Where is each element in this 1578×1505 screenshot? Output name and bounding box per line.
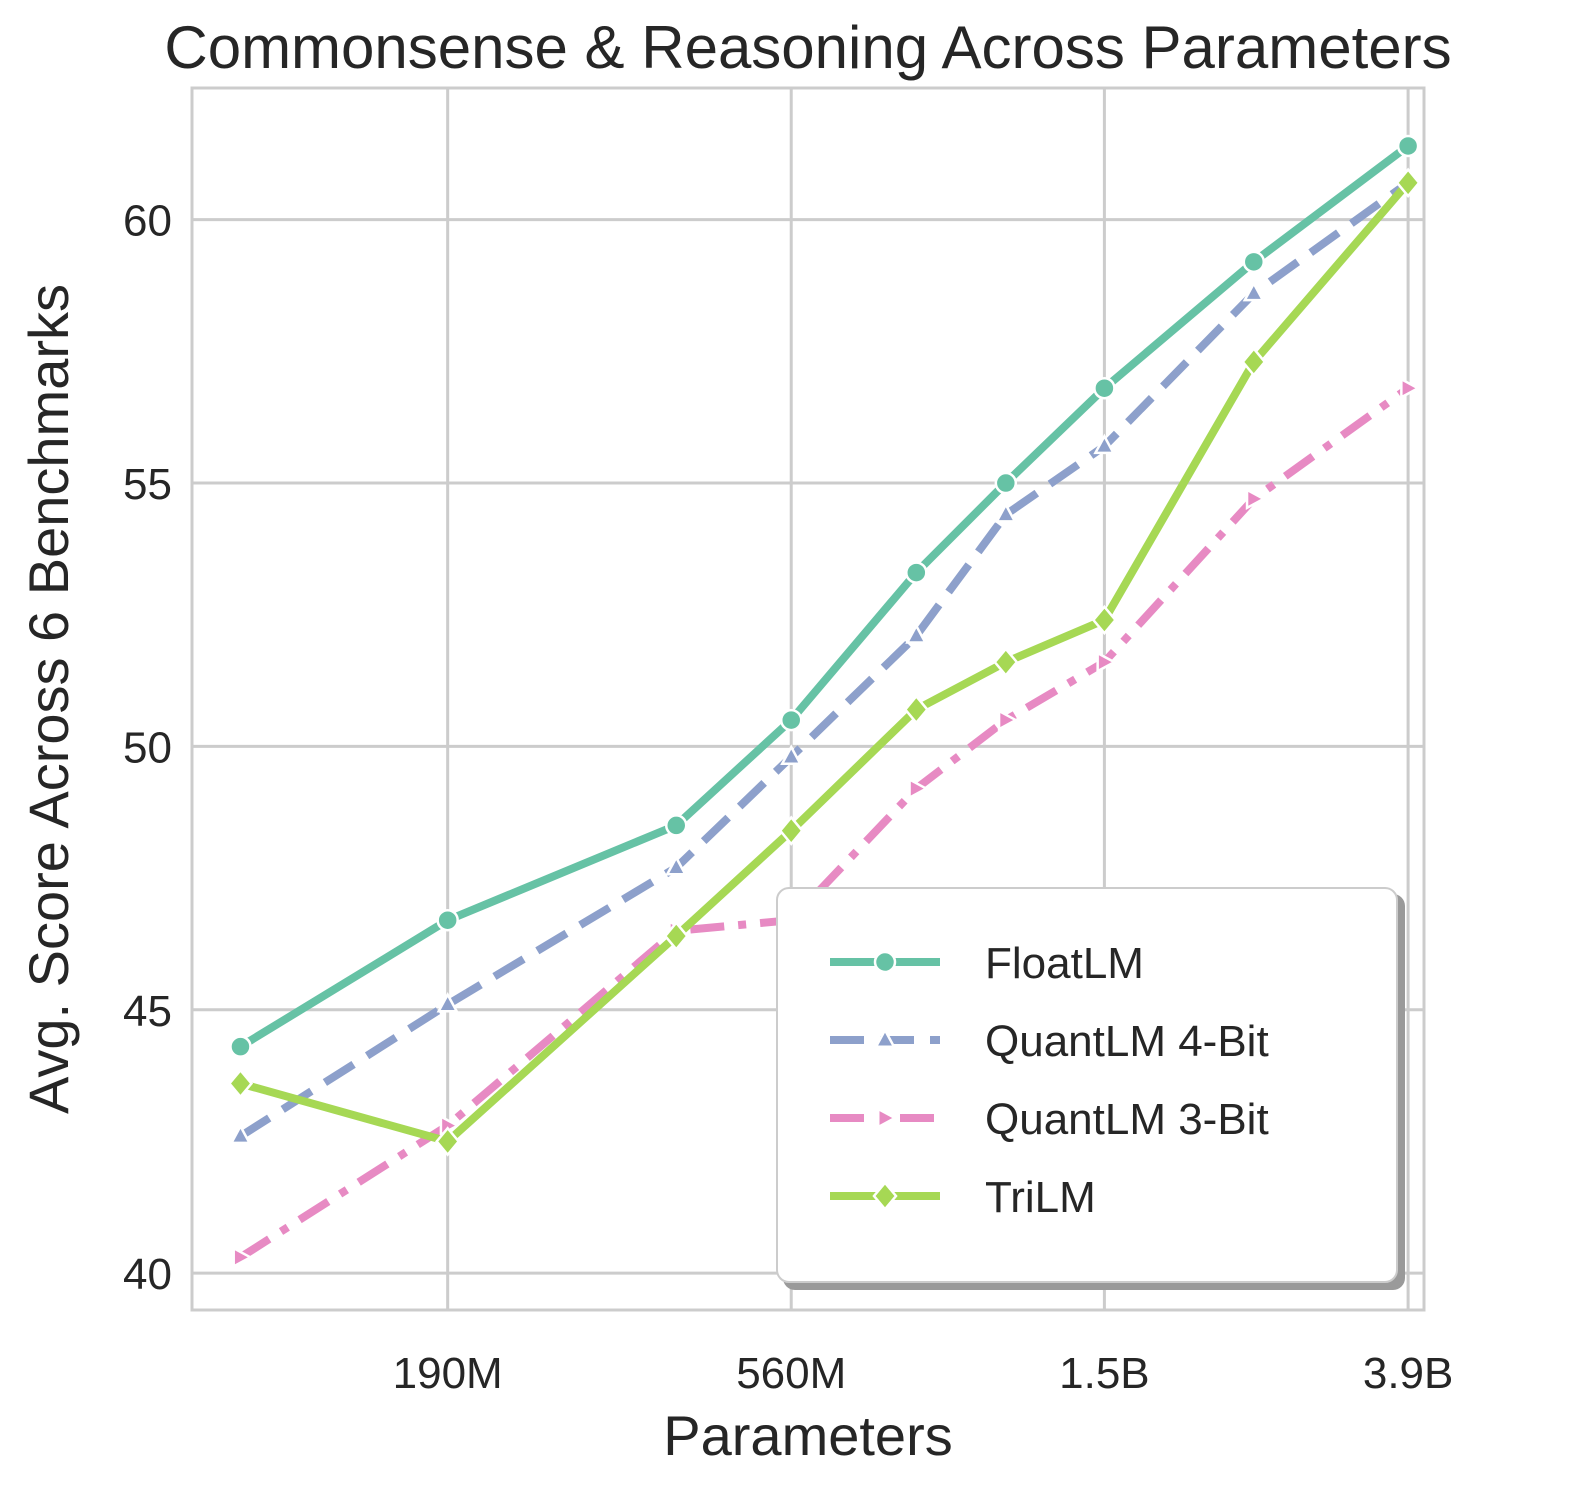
y-tick-label: 45: [123, 987, 172, 1036]
legend-items: FloatLM QuantLM 4-Bit QuantLM 3-Bit TriLM: [830, 939, 1269, 1222]
data-point: [435, 1126, 461, 1157]
data-point: [1096, 651, 1117, 674]
data-point: [994, 502, 1017, 523]
legend-item-floatlm: FloatLM: [830, 939, 1144, 988]
data-point: [1396, 134, 1420, 158]
data-point: [665, 855, 688, 876]
data-point: [1091, 604, 1118, 636]
data-point: [778, 815, 804, 846]
data-point: [1241, 346, 1267, 378]
legend-marker: [872, 1180, 898, 1212]
data-point: [903, 694, 929, 725]
data-point: [1242, 280, 1265, 302]
legend-label: FloatLM: [985, 939, 1144, 988]
legend-label: QuantLM 4-Bit: [985, 1017, 1269, 1066]
data-point: [908, 777, 929, 800]
data-point: [436, 908, 459, 932]
legend-marker: [877, 1106, 898, 1130]
legend-marker: [873, 1027, 897, 1048]
data-point: [664, 814, 688, 837]
y-tick-label: 40: [123, 1250, 172, 1299]
data-point: [780, 744, 803, 765]
data-point: [1093, 433, 1116, 455]
legend-label: QuantLM 3-Bit: [985, 1095, 1269, 1144]
chart-title: Commonsense & Reasoning Across Parameter…: [164, 14, 1451, 81]
data-point: [905, 561, 928, 584]
data-point: [229, 1123, 252, 1145]
legend-item-quantlm-3-bit: QuantLM 3-Bit: [830, 1095, 1269, 1144]
data-point: [227, 1068, 254, 1099]
legend-box: [776, 887, 1398, 1283]
x-tick-label: 1.5B: [1059, 1349, 1150, 1398]
legend: FloatLM QuantLM 4-Bit QuantLM 3-Bit TriLM: [776, 887, 1405, 1290]
x-tick-label: 560M: [736, 1349, 846, 1398]
series-quantlm-3-bit: [232, 377, 1421, 1269]
data-point: [1400, 377, 1421, 400]
y-axis-label: Avg. Score Across 6 Benchmarks: [17, 284, 80, 1114]
data-point: [997, 708, 1019, 732]
data-point: [779, 708, 803, 732]
series-lines: [227, 134, 1421, 1269]
series-line: [238, 179, 1411, 1140]
y-tick-label: 55: [123, 460, 172, 509]
legend-item-trilm: TriLM: [830, 1173, 1096, 1222]
plot-frame: [190, 86, 1426, 1312]
data-point: [229, 1035, 252, 1058]
data-point: [436, 991, 459, 1013]
series-trilm: [227, 167, 1421, 1157]
data-point: [663, 920, 689, 952]
legend-label: TriLM: [985, 1173, 1096, 1222]
y-tick-label: 50: [123, 723, 172, 772]
data-point: [232, 1246, 253, 1269]
legend-item-quantlm-4-bit: QuantLM 4-Bit: [830, 1017, 1269, 1066]
x-tick-label: 3.9B: [1363, 1349, 1454, 1398]
data-point: [1395, 167, 1421, 198]
series-quantlm-4-bit: [229, 170, 1420, 1145]
series-floatlm: [229, 134, 1420, 1058]
data-point: [1242, 250, 1266, 274]
x-tick-label: 190M: [393, 1349, 503, 1398]
data-point: [994, 471, 1018, 495]
y-tick-label: 60: [123, 197, 172, 246]
data-point: [1093, 376, 1116, 400]
legend-marker: [873, 950, 897, 974]
tick-labels: 190M 560M 1.5B 3.9B 40 45 50 55 60: [123, 197, 1453, 1398]
data-point: [905, 623, 928, 644]
data-point: [1245, 487, 1267, 510]
data-point: [993, 646, 1019, 678]
x-axis-label: Parameters: [663, 1404, 952, 1467]
